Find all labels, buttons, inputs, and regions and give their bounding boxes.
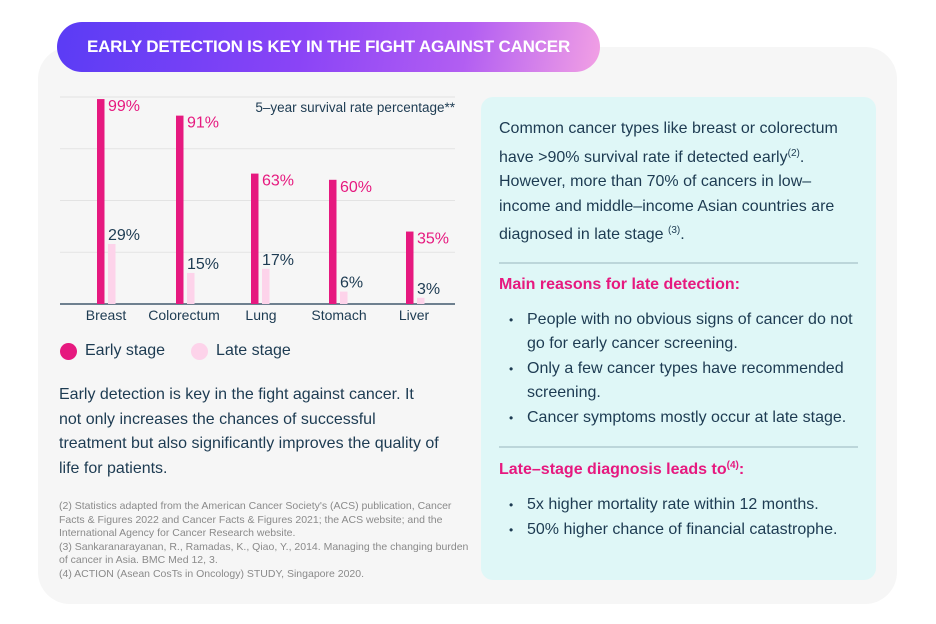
data-label: 3% [417,281,440,298]
x-tick-label: Stomach [311,307,366,323]
list-item: 5x higher mortality rate within 12 month… [499,493,858,518]
data-label: 6% [340,275,363,292]
data-label: 60% [340,179,372,196]
early-stage-swatch [60,342,77,360]
page-title: EARLY DETECTION IS KEY IN THE FIGHT AGAI… [57,22,600,72]
bar-late-breast [108,243,116,304]
reasons-heading: Main reasons for late detection: [499,275,740,293]
leads-list: 5x higher mortality rate within 12 month… [499,493,858,542]
bar-late-stomach [340,291,348,304]
footnote: (4) ACTION (Asean CosTs in Oncology) STU… [59,567,365,580]
info-panel: Common cancer types like breast or color… [481,97,876,580]
x-tick-label: Lung [245,307,276,323]
bar-late-lung [262,268,270,304]
bar-late-colorectum [187,272,195,304]
data-label: 17% [262,252,294,269]
late-stage-swatch [191,342,209,360]
x-tick-label: Colorectum [148,307,220,323]
bar-early-breast [97,99,105,304]
data-label: 91% [187,115,219,132]
legend-early: Early stage [60,342,165,360]
data-label: 15% [187,256,219,273]
x-tick-label: Breast [86,307,127,323]
reasons-list: People with no obvious signs of cancer d… [499,308,858,431]
footnote: (2) Statistics adapted from the American… [59,500,452,539]
bar-late-liver [417,297,425,304]
legend-early-label: Early stage [85,342,166,359]
legend-late: Late stage [191,342,291,360]
list-item: Only a few cancer types have recommended… [499,357,858,406]
data-label: 35% [417,231,449,248]
data-label: 29% [108,227,140,244]
description: Early detection is key in the fight agai… [59,386,439,477]
legend-late-label: Late stage [216,342,291,359]
bar-early-liver [406,231,414,304]
list-item: 50% higher chance of financial catastrop… [499,518,858,543]
x-tick-label: Liver [399,307,430,323]
data-label: 63% [262,173,294,190]
footnotes: (2) Statistics adapted from the American… [59,500,479,581]
leads-heading: Late–stage diagnosis leads to(4): [499,460,745,478]
divider [499,446,858,448]
chart-legend: Early stage Late stage [60,342,291,360]
divider [499,261,858,264]
survival-bar-chart: 99% 29% Breast 91% 15% Colorectum 63% 17% Lung 60… [60,96,456,323]
intro-text: Common cancer types like breast or color… [499,120,838,243]
bar-early-lung [251,173,259,304]
bar-early-colorectum [176,115,184,304]
footnote: (3) Sankaranarayanan, R., Ramadas, K., Q… [59,540,469,567]
list-item: Cancer symptoms mostly occur at late sta… [499,406,858,431]
chart-title: 5–year survival rate percentage** [255,100,455,115]
bar-early-stomach [329,179,337,304]
list-item: People with no obvious signs of cancer d… [499,308,858,357]
data-label: 99% [108,98,140,115]
